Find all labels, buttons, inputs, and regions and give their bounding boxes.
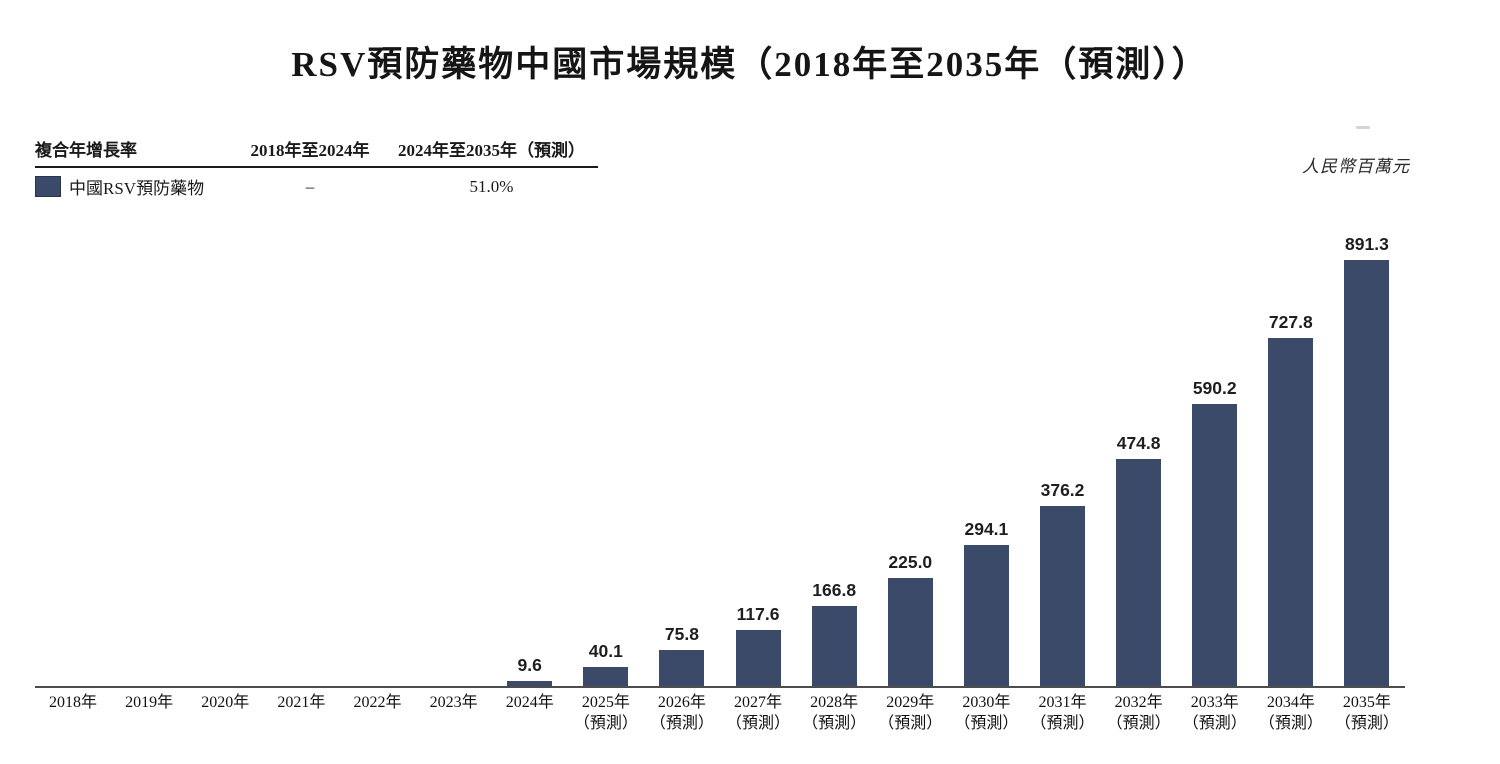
x-axis-label-2032: 2032年 （預測） xyxy=(1106,694,1171,732)
bar-2031 xyxy=(1040,506,1085,686)
cagr-header-metric: 複合年增長率 xyxy=(35,141,137,160)
scan-artifact-mark xyxy=(1356,126,1370,129)
bar-value-label-2035: 891.3 xyxy=(1345,234,1389,254)
x-axis-labels: 2018年 2019年 2020年 2021年 2022年 2023年 2024年 2025年… xyxy=(35,692,1405,752)
bar-2027 xyxy=(735,630,781,686)
cagr-header-2024-2035: 2024年至2035年（預測） xyxy=(398,141,585,160)
bar-value-label-2033: 590.2 xyxy=(1192,378,1237,398)
bar-2025 xyxy=(583,667,629,686)
x-axis-label-2033: 2033年 （預測） xyxy=(1182,694,1247,732)
x-axis-label-2018: 2018年 xyxy=(49,694,98,711)
chart-title: RSV預防藥物中國市場規模（2018年至2035年（預測）） xyxy=(291,45,1209,84)
x-axis-label-2029: 2029年 （預測） xyxy=(878,694,943,732)
bar-value-label-2027: 117.6 xyxy=(736,604,780,624)
bar-2033 xyxy=(1192,404,1238,686)
x-axis-label-2026: 2026年 （預測） xyxy=(649,694,714,732)
cagr-table-row: 中國RSV預防藥物 – 51.0% xyxy=(35,168,598,199)
x-axis-label-2024: 2024年 xyxy=(505,694,554,711)
x-axis-label-2035: 2035年 （預測） xyxy=(1334,694,1399,732)
cagr-header-2018-2024: 2018年至2024年 xyxy=(250,141,370,160)
x-axis-label-2023: 2023年 xyxy=(429,694,478,711)
bar-chart-plot-area: 9.6 40.1 75.8 117.6 166.8 225.0 294.1 376.2 474.… xyxy=(35,234,1405,688)
cagr-value-2018-2024: – xyxy=(305,176,315,196)
x-axis-label-2020: 2020年 xyxy=(201,694,250,711)
y-axis-unit-label: 人民幣百萬元 xyxy=(1302,157,1410,176)
bar-value-label-2026: 75.8 xyxy=(664,624,699,644)
bar-2030 xyxy=(963,545,1009,686)
bar-value-label-2024: 9.6 xyxy=(517,655,542,675)
x-axis-label-2027: 2027年 （預測） xyxy=(726,694,791,732)
bar-2028 xyxy=(811,606,857,686)
bar-2026 xyxy=(659,650,705,686)
x-axis-label-2019: 2019年 xyxy=(125,694,174,711)
bar-value-label-2025: 40.1 xyxy=(588,641,623,661)
bar-2035 xyxy=(1344,260,1390,686)
bar-value-label-2032: 474.8 xyxy=(1116,433,1161,453)
series-color-swatch xyxy=(35,176,61,197)
bar-value-label-2028: 166.8 xyxy=(812,580,857,600)
bar-2034 xyxy=(1268,338,1314,686)
x-axis-label-2021: 2021年 xyxy=(277,694,326,711)
cagr-table-header: 複合年增長率 2018年至2024年 2024年至2035年（預測） xyxy=(35,136,598,168)
x-axis-label-2025: 2025年 （預測） xyxy=(573,694,638,732)
x-axis-label-2031: 2031年 （預測） xyxy=(1030,694,1095,732)
cagr-table: 複合年增長率 2018年至2024年 2024年至2035年（預測） 中國RSV… xyxy=(35,136,598,199)
bar-value-label-2031: 376.2 xyxy=(1040,480,1085,500)
bar-2029 xyxy=(887,578,933,686)
series-label: 中國RSV預防藥物 xyxy=(69,179,205,198)
x-axis-label-2030: 2030年 （預測） xyxy=(954,694,1019,732)
x-axis-label-2034: 2034年 （預測） xyxy=(1258,694,1323,732)
bar-2032 xyxy=(1116,459,1162,686)
bar-value-label-2029: 225.0 xyxy=(888,552,933,572)
bar-value-label-2030: 294.1 xyxy=(964,519,1009,539)
bar-value-label-2034: 727.8 xyxy=(1268,312,1313,332)
bar-2024 xyxy=(507,681,553,686)
cagr-value-2024-2035: 51.0% xyxy=(469,176,514,196)
x-axis-label-2022: 2022年 xyxy=(353,694,402,711)
x-axis-label-2028: 2028年 （預測） xyxy=(802,694,867,732)
